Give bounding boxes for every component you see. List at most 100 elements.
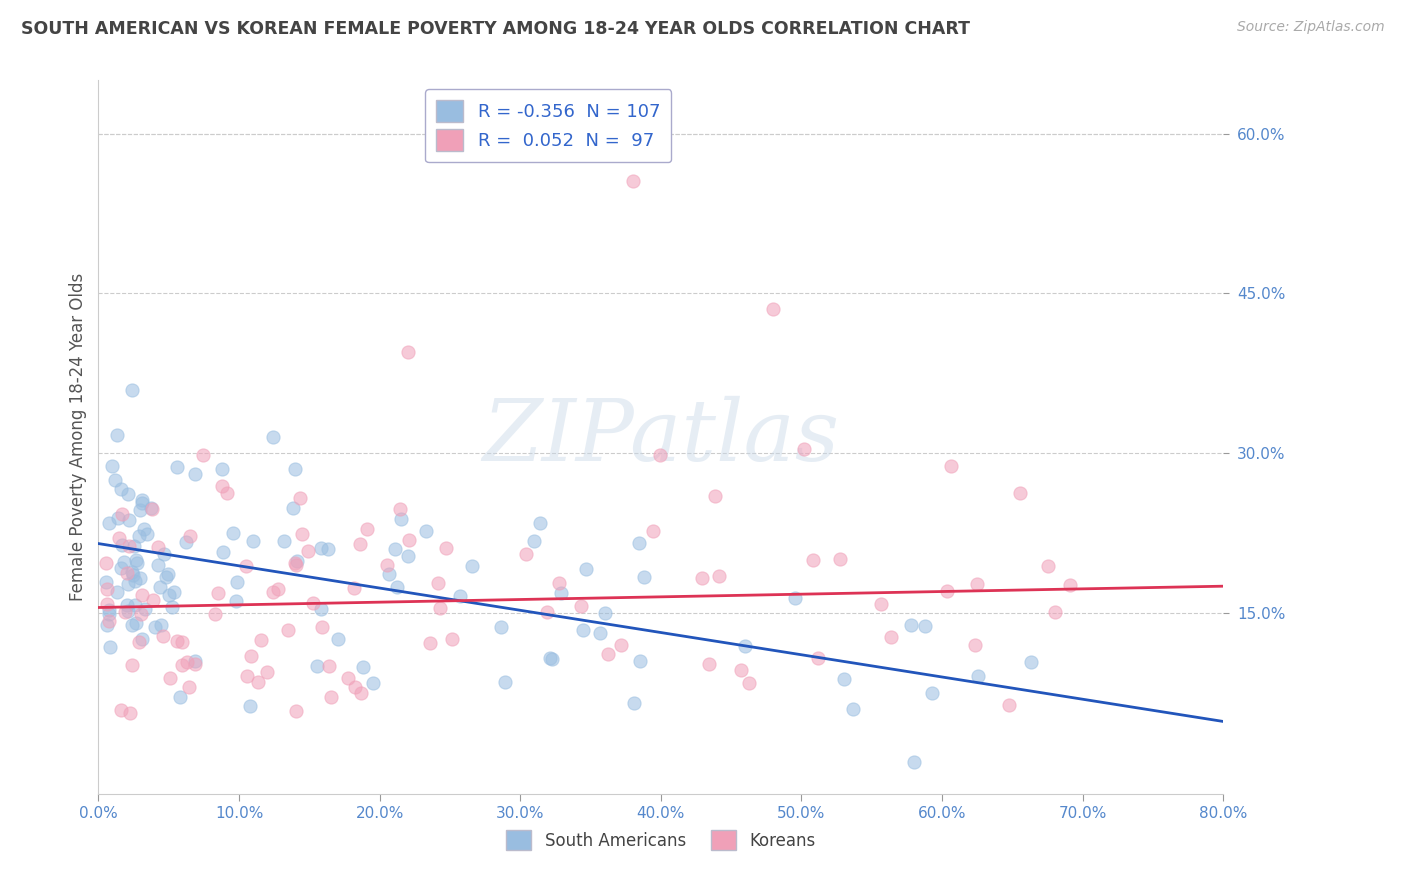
Point [97,516,120,530]
Point [575,562,598,576]
Point [166,460,188,475]
Point [290,491,312,506]
Point [121,383,143,397]
Point [548,576,571,591]
Point [105,585,128,599]
Point [107,511,129,525]
Point [941,459,963,474]
Point [125,616,148,631]
Point [128,571,150,585]
Point [415,524,437,539]
Text: SOUTH AMERICAN VS KOREAN FEMALE POVERTY AMONG 18-24 YEAR OLDS CORRELATION CHART: SOUTH AMERICAN VS KOREAN FEMALE POVERTY … [21,20,970,37]
Point [903,755,925,769]
Point [305,658,328,673]
Point [762,302,785,317]
Point [166,633,188,648]
Point [356,522,378,536]
Point [697,657,720,672]
Point [239,699,262,714]
Point [350,686,373,700]
Point [125,553,148,567]
Point [730,663,752,677]
Point [523,533,546,548]
Point [110,703,132,717]
Point [398,533,420,548]
Point [361,676,384,690]
Point [703,489,725,503]
Point [105,427,128,442]
Point [344,680,367,694]
Point [184,467,207,481]
Point [211,461,233,475]
Point [494,675,516,690]
Point [142,593,165,607]
Point [225,594,247,608]
Point [94,574,117,589]
Point [627,536,650,550]
Point [389,511,412,525]
Point [384,541,406,556]
Point [434,541,457,556]
Point [222,526,245,541]
Point [96,618,118,632]
Point [150,618,173,632]
Point [124,598,146,612]
Point [641,524,664,538]
Point [121,568,143,582]
Point [129,607,152,622]
Point [309,602,332,616]
Point [98,603,121,617]
Point [419,636,441,650]
Point [536,606,558,620]
Point [550,586,572,600]
Point [110,482,132,496]
Point [240,649,263,664]
Point [1019,655,1042,669]
Point [336,671,359,685]
Y-axis label: Female Poverty Among 18-24 Year Olds: Female Poverty Among 18-24 Year Olds [69,273,87,601]
Point [117,604,139,618]
Point [277,624,299,638]
Point [155,570,177,584]
Point [132,522,155,536]
Point [326,632,349,646]
Point [783,591,806,606]
Point [256,665,278,679]
Point [429,601,451,615]
Point [297,544,319,558]
Point [204,607,226,621]
Point [287,554,309,568]
Point [117,577,139,591]
Point [879,630,901,644]
Point [111,538,134,552]
Point [321,690,343,705]
Point [318,659,340,673]
Point [148,541,170,555]
Point [966,577,988,591]
Point [343,581,366,595]
Point [160,600,183,615]
Point [184,657,207,671]
Point [169,690,191,705]
Point [128,634,150,648]
Point [572,623,595,637]
Point [131,493,153,508]
Point [149,580,172,594]
Point [807,651,830,665]
Point [112,555,135,569]
Point [236,668,259,682]
Point [184,654,207,668]
Point [146,558,169,573]
Point [595,606,617,620]
Point [963,638,986,652]
Point [318,542,340,557]
Point [242,534,264,549]
Point [98,607,121,622]
Point [97,614,120,628]
Point [569,599,592,613]
Point [284,558,307,573]
Point [211,479,233,493]
Point [267,582,290,596]
Point [389,501,412,516]
Text: ZIPatlas: ZIPatlas [482,396,839,478]
